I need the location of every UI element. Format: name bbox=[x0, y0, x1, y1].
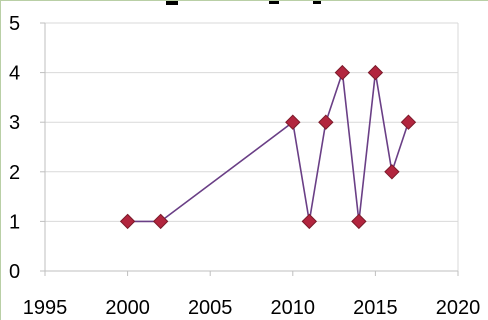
grid-lines bbox=[45, 22, 458, 222]
y-tick-label-3: 3 bbox=[9, 112, 20, 134]
x-tick-label-1995: 1995 bbox=[23, 297, 68, 319]
axes bbox=[40, 22, 459, 276]
data-point-2016-2 bbox=[384, 164, 400, 180]
x-tick-label-2000: 2000 bbox=[105, 297, 150, 319]
series-markers bbox=[119, 64, 417, 230]
data-point-2010-3 bbox=[285, 114, 301, 130]
data-point-2000-1 bbox=[119, 213, 136, 230]
title-fragment bbox=[166, 1, 321, 5]
y-tick-label-1: 1 bbox=[9, 211, 20, 233]
tick-labels: 0 1 2 3 4 5 1995 2000 2005 2010 2015 2020 bbox=[9, 13, 480, 319]
data-point-2002-1 bbox=[152, 213, 169, 230]
data-point-2011-1 bbox=[301, 213, 318, 230]
data-point-2014-1 bbox=[351, 213, 367, 230]
series-line-0 bbox=[127, 71, 410, 223]
data-point-2017-3 bbox=[400, 114, 417, 130]
x-tick-label-2015: 2015 bbox=[353, 297, 398, 319]
series-lines bbox=[127, 71, 410, 223]
x-tick-label-2005: 2005 bbox=[188, 297, 233, 319]
y-tick-label-4: 4 bbox=[9, 63, 20, 85]
x-tick-label-2020: 2020 bbox=[436, 297, 481, 319]
data-point-2013-4 bbox=[334, 64, 351, 81]
y-tick-label-0: 0 bbox=[9, 261, 20, 283]
x-tick-label-2010: 2010 bbox=[271, 297, 316, 319]
data-point-2012-3 bbox=[318, 114, 334, 130]
y-tick-label-2: 2 bbox=[9, 162, 20, 184]
y-tick-label-5: 5 bbox=[9, 13, 20, 35]
data-point-2015-4 bbox=[367, 64, 384, 81]
